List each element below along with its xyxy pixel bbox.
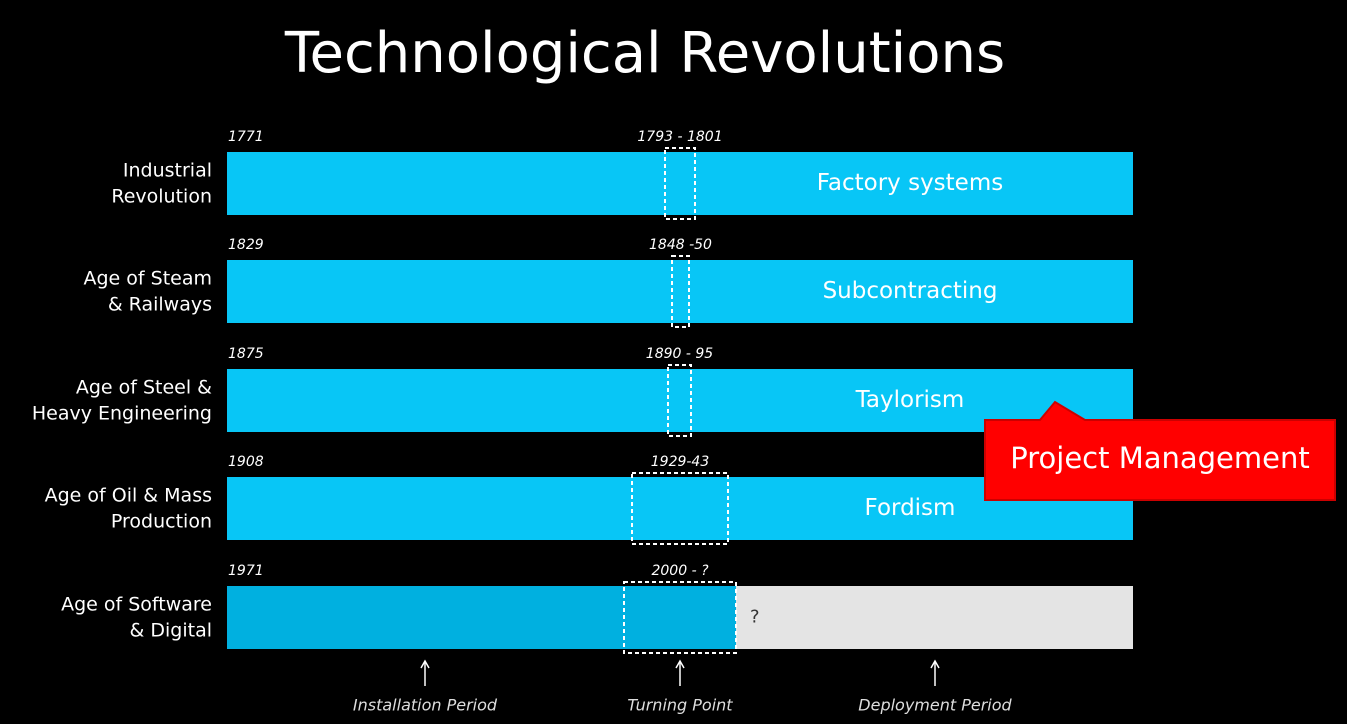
revolution-bar [227,477,1133,540]
deployment-label: ? [750,607,760,628]
turning-point-years: 1929-43 [651,454,710,470]
row-label: Age of Steam [84,268,213,290]
turning-point-years: 1848 -50 [649,237,712,253]
callout-box [984,400,1336,501]
deployment-label: Fordism [865,495,956,521]
arrow-head [420,659,430,669]
start-year: 1971 [228,563,264,579]
row-label: Industrial [123,160,212,182]
row-label: Revolution [111,186,212,208]
arrow-head [675,659,685,669]
deployment-label: Subcontracting [823,278,998,304]
unknown-bar [736,586,1133,649]
slide-title: Technological Revolutions [284,21,1005,86]
revolution-bar [227,152,1133,215]
period-label: Installation Period [353,696,498,715]
installation-bar [227,586,736,649]
period-label: Turning Point [627,696,733,715]
start-year: 1875 [228,346,264,362]
turning-point-box [671,255,690,328]
arrow-head [930,659,940,669]
row-label: Heavy Engineering [32,403,212,425]
row-label: Age of Software [61,594,212,616]
turning-point-box [623,581,737,654]
deployment-label: Taylorism [855,387,965,413]
row-label: Age of Oil & Mass [45,485,212,507]
revolution-bar [227,260,1133,323]
row-label: Age of Steel & [76,377,212,399]
start-year: 1771 [228,129,264,145]
row-label: & Railways [108,294,212,316]
start-year: 1908 [228,454,264,470]
turning-point-box [667,364,692,437]
callout-text: Project Management [1010,441,1309,475]
row-label: & Digital [130,620,212,642]
period-label: Deployment Period [858,696,1012,715]
turning-point-years: 1890 - 95 [646,346,713,362]
deployment-label: Factory systems [817,170,1003,196]
turning-point-box [664,147,696,220]
turning-point-years: 1793 - 1801 [637,129,722,145]
revolution-bar [227,369,1133,432]
start-year: 1829 [228,237,264,253]
turning-point-years: 2000 - ? [651,563,709,579]
row-label: Production [111,511,212,533]
